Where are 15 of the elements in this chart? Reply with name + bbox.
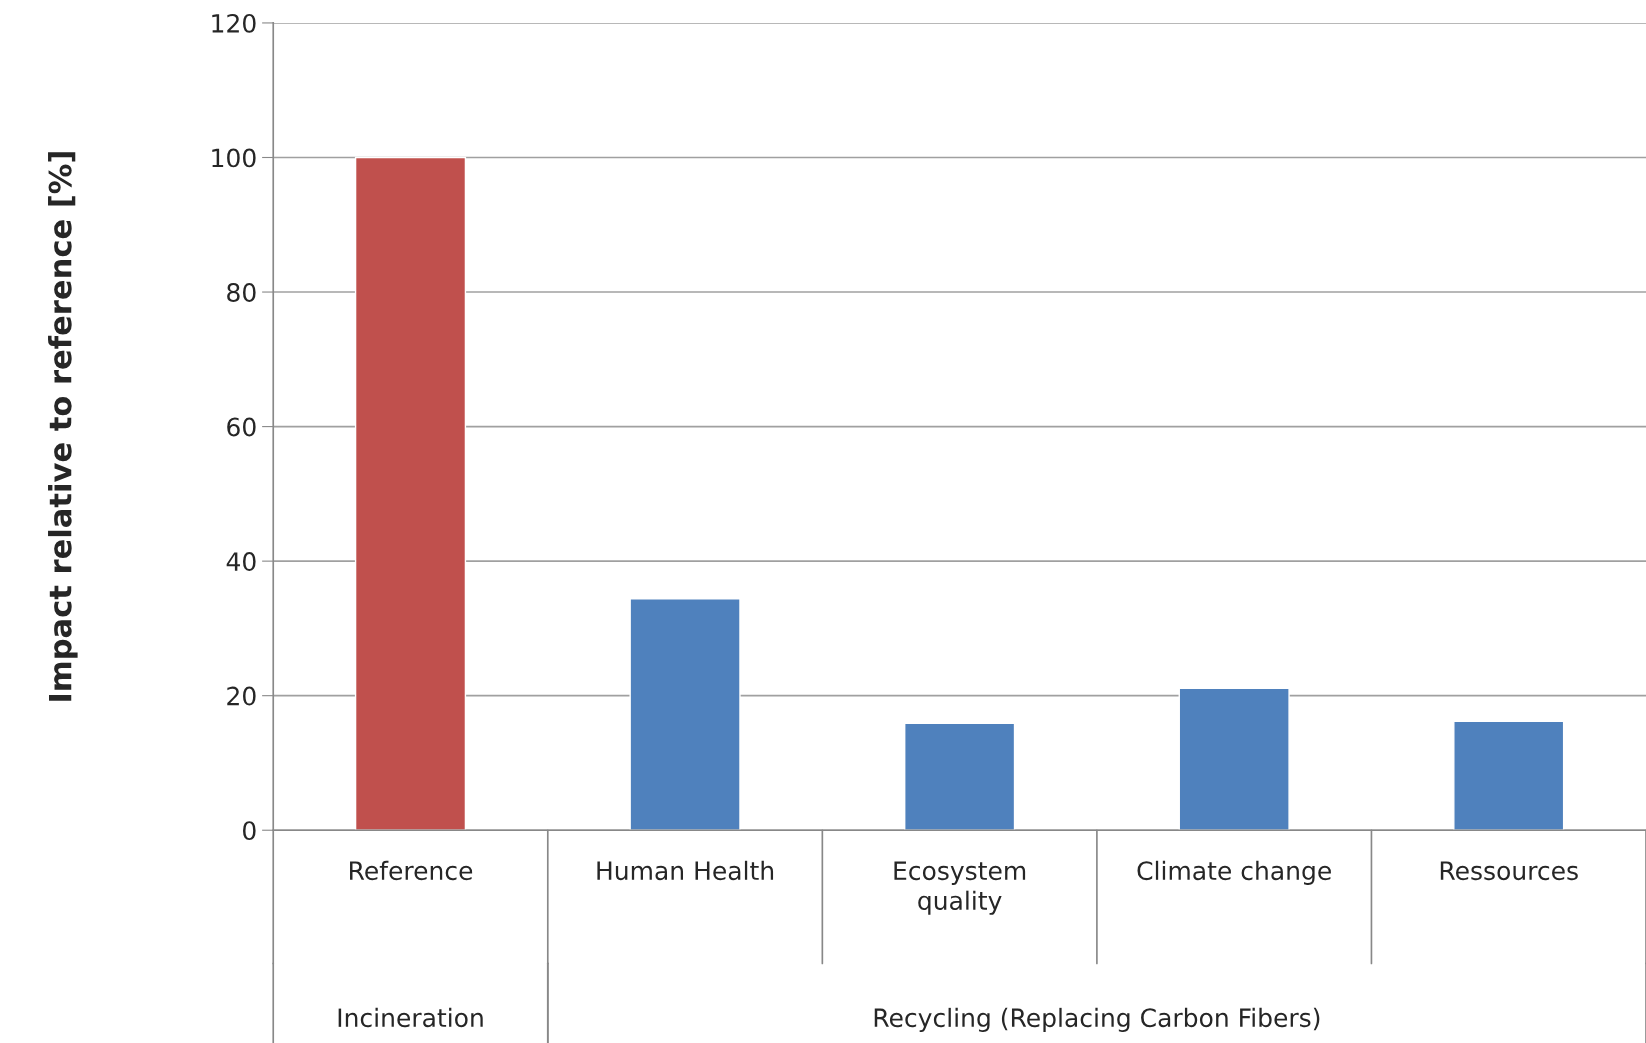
y-tick-label: 120 bbox=[212, 13, 256, 33]
x-tick-label: Climate change bbox=[1137, 860, 1331, 885]
y-tick-label: 60 bbox=[227, 417, 256, 437]
y-axis-title: Impact relative to reference [%] bbox=[48, 152, 78, 701]
x-tick-label: Ressources bbox=[1440, 861, 1578, 881]
x-tick-label: Reference bbox=[350, 860, 473, 881]
y-tick-label: 40 bbox=[226, 552, 256, 571]
y-tick-label: 0 bbox=[243, 821, 256, 841]
x-tick-label: Human Health bbox=[597, 860, 774, 881]
y-tick-label: 80 bbox=[227, 282, 256, 302]
text: Recycling (Replacing Carbon Fibers) bbox=[874, 1007, 1320, 1033]
text: Incineration bbox=[338, 1007, 483, 1028]
y-tick-label: 100 bbox=[212, 148, 256, 168]
x-tick-label: Ecosystem quality bbox=[894, 861, 1026, 915]
y-tick-label: 20 bbox=[227, 686, 256, 706]
